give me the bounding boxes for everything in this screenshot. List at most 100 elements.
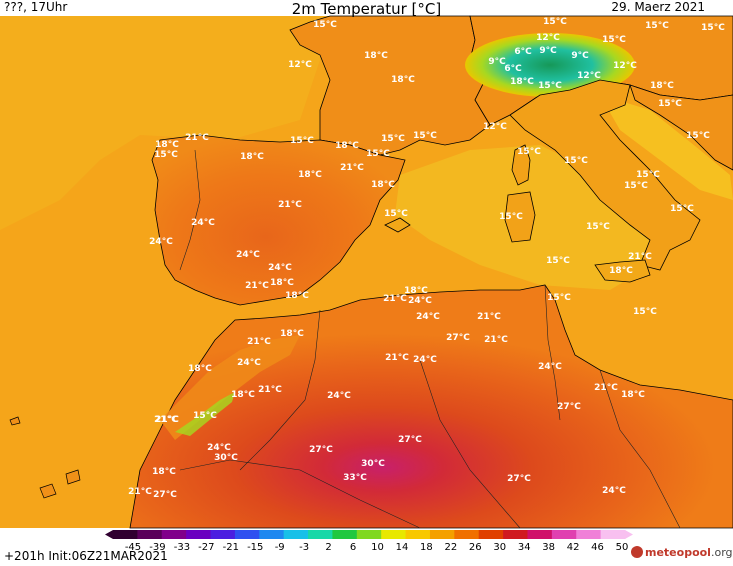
temperature-label: 27°C — [557, 402, 581, 412]
temperature-label: 21°C — [185, 133, 209, 143]
temperature-label: 6°C — [514, 47, 532, 57]
land-sardinia — [504, 191, 536, 243]
land-corsica — [511, 144, 531, 186]
temperature-label: 24°C — [327, 391, 351, 401]
temperature-label: 15°C — [366, 149, 390, 159]
legend-tick-label: -33 — [174, 542, 190, 553]
temperature-label: 9°C — [539, 46, 557, 56]
legend-tick-label: 50 — [616, 542, 629, 553]
temperature-label: 18°C — [371, 180, 395, 190]
temperature-label: 15°C — [624, 181, 648, 191]
legend-swatch — [161, 530, 187, 539]
temperature-label: 21°C — [278, 200, 302, 210]
temperature-label: 21°C — [155, 415, 179, 425]
temperature-label: 18°C — [510, 77, 534, 87]
legend-tick-label: 2 — [325, 542, 331, 553]
legend-tick-label: -39 — [149, 542, 165, 553]
legend-swatch — [113, 530, 138, 539]
temperature-label: 21°C — [128, 487, 152, 497]
temperature-label: 15°C — [381, 134, 405, 144]
legend-arrow-left — [105, 530, 113, 539]
legend-swatch — [454, 530, 480, 539]
land-canary-2 — [65, 469, 81, 485]
temperature-label: 15°C — [517, 147, 541, 157]
temperature-label: 18°C — [188, 364, 212, 374]
temperature-label: 6°C — [504, 64, 522, 74]
temperature-label: 15°C — [154, 150, 178, 160]
temperature-label: 18°C — [270, 278, 294, 288]
temperature-label: 15°C — [546, 256, 570, 266]
logo-brand: meteopool — [645, 546, 711, 559]
land-balkans — [629, 84, 733, 171]
temperature-label: 21°C — [247, 337, 271, 347]
temperature-label: 24°C — [191, 218, 215, 228]
temperature-label: 18°C — [155, 140, 179, 150]
legend-swatch — [576, 530, 602, 539]
legend-tick-label: -9 — [275, 542, 285, 553]
temperature-label: 24°C — [602, 486, 626, 496]
logo-icon — [631, 546, 643, 558]
legend-tick-label: -15 — [247, 542, 263, 553]
legend-tick-label: 46 — [591, 542, 604, 553]
valid-time-label: ???, 17Uhr — [4, 0, 68, 14]
legend-swatch — [234, 530, 260, 539]
legend-tick-label: 10 — [371, 542, 384, 553]
temperature-label: 15°C — [413, 131, 437, 141]
temperature-label: 27°C — [398, 435, 422, 445]
temperature-label: 18°C — [240, 152, 264, 162]
legend-tick-label: 6 — [350, 542, 356, 553]
temperature-label: 21°C — [594, 383, 618, 393]
alps-cold-zone — [465, 33, 635, 97]
legend-swatch — [478, 530, 504, 539]
temperature-label: 24°C — [149, 237, 173, 247]
temperature-label: 18°C — [404, 286, 428, 296]
legend-arrow-right — [625, 530, 633, 539]
legend-tick-label: -27 — [198, 542, 214, 553]
temperature-label: 24°C — [268, 263, 292, 273]
legend-swatch — [503, 530, 528, 539]
temperature-label: 12°C — [536, 33, 560, 43]
adriatic-zone — [600, 95, 733, 200]
temperature-label: 27°C — [309, 445, 333, 455]
temperature-label: 24°C — [207, 443, 231, 453]
atlantic-cool-zone — [0, 16, 330, 230]
temperature-label: 18°C — [152, 467, 176, 477]
temperature-label: 21°C — [154, 415, 178, 425]
legend-swatch — [381, 530, 407, 539]
temperature-label: 12°C — [288, 60, 312, 70]
temperature-label: 15°C — [543, 17, 567, 27]
legend-swatch — [356, 530, 382, 539]
temperature-label: 30°C — [214, 453, 238, 463]
legend-swatch — [527, 530, 553, 539]
temperature-label: 24°C — [236, 250, 260, 260]
temperature-label: 21°C — [628, 252, 652, 262]
land-sicily — [594, 259, 651, 283]
land-balearics — [384, 217, 411, 233]
temperature-label: 15°C — [633, 307, 657, 317]
valid-date: 29. Maerz 2021 — [611, 0, 705, 14]
temperature-label: 18°C — [621, 390, 645, 400]
temperature-label: 15°C — [586, 222, 610, 232]
temperature-label: 27°C — [507, 474, 531, 484]
temperature-label: 15°C — [636, 170, 660, 180]
temperature-label: 21°C — [477, 312, 501, 322]
model-run-info: +201h Init:06Z21MAR2021 — [4, 549, 168, 563]
temperature-label: 18°C — [335, 141, 359, 151]
borders — [179, 149, 681, 529]
temperature-label: 15°C — [499, 212, 523, 222]
temperature-label: 15°C — [384, 209, 408, 219]
temperature-label: 24°C — [413, 355, 437, 365]
land-canary — [39, 483, 57, 499]
atlas-cool-band — [160, 335, 300, 440]
temperature-label: 21°C — [340, 163, 364, 173]
temperature-label: 24°C — [408, 296, 432, 306]
legend-tick-label: -3 — [299, 542, 309, 553]
map-title: 2m Temperatur [°C] — [291, 0, 442, 18]
meteopool-logo[interactable]: meteopool.org — [631, 546, 733, 559]
temperature-label: 21°C — [245, 281, 269, 291]
legend-tick-label: -21 — [223, 542, 239, 553]
legend-tick-label: 22 — [444, 542, 457, 553]
temperature-labels: 15°C12°C18°C18°C15°C12°C6°C 9°C6°C9°C9°C1… — [128, 17, 725, 500]
temperature-label: 15°C — [547, 293, 571, 303]
temperature-label: 15°C — [290, 136, 314, 146]
